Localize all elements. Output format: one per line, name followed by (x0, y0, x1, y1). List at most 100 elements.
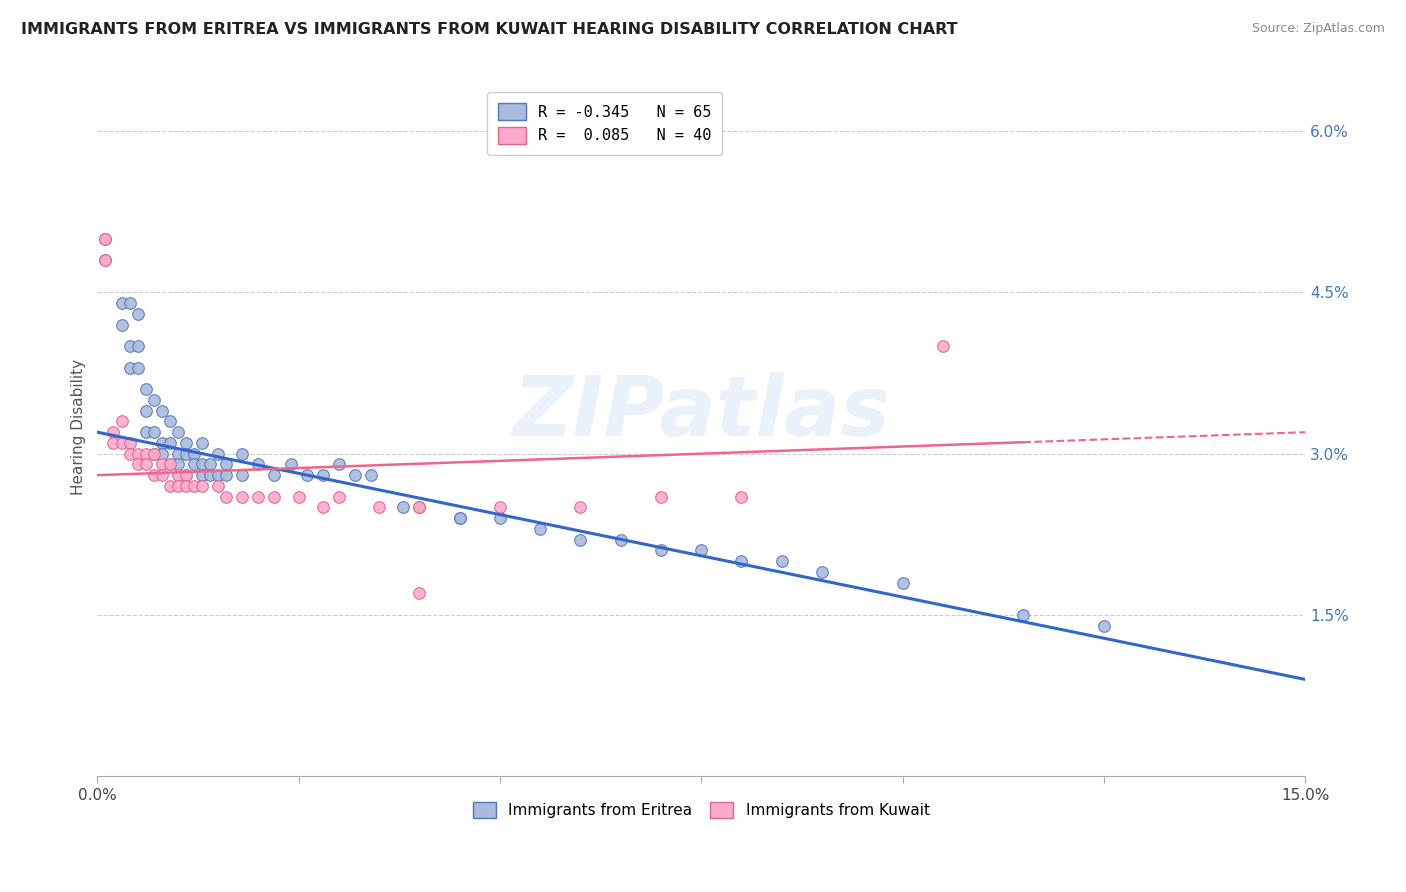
Point (150, 436, 173, 450)
Point (135, 382, 157, 396)
Point (932, 339, 955, 353)
Point (569, 500, 592, 515)
Point (690, 543, 713, 558)
Point (167, 458, 190, 472)
Point (1092, 618, 1115, 632)
Point (110, 318, 132, 332)
Point (142, 392, 165, 407)
Point (110, 296, 132, 310)
Point (191, 468, 214, 483)
Point (207, 447, 229, 461)
Point (408, 586, 430, 600)
Point (142, 425, 165, 440)
Point (312, 500, 335, 515)
Point (174, 468, 197, 483)
Point (135, 447, 157, 461)
Point (159, 458, 181, 472)
Point (159, 436, 181, 450)
Point (343, 468, 366, 483)
Point (198, 468, 221, 483)
Legend: Immigrants from Eritrea, Immigrants from Kuwait: Immigrants from Eritrea, Immigrants from… (467, 797, 936, 824)
Point (110, 414, 132, 428)
Point (287, 490, 309, 504)
Point (263, 490, 285, 504)
Point (167, 425, 190, 440)
Point (118, 447, 141, 461)
Point (183, 479, 205, 493)
Point (135, 403, 157, 417)
Point (142, 468, 165, 483)
Point (118, 296, 141, 310)
Point (142, 447, 165, 461)
Point (191, 458, 214, 472)
Point (609, 533, 631, 547)
Point (231, 447, 253, 461)
Text: IMMIGRANTS FROM ERITREA VS IMMIGRANTS FROM KUWAIT HEARING DISABILITY CORRELATION: IMMIGRANTS FROM ERITREA VS IMMIGRANTS FR… (21, 22, 957, 37)
Point (118, 436, 141, 450)
Point (207, 479, 229, 493)
Point (247, 458, 270, 472)
Point (174, 479, 197, 493)
Point (183, 458, 205, 472)
Point (191, 436, 214, 450)
Point (263, 468, 285, 483)
Point (312, 468, 335, 483)
Point (247, 490, 270, 504)
Point (730, 490, 752, 504)
Point (811, 565, 834, 579)
Point (150, 468, 173, 483)
Point (94, 253, 117, 268)
Point (207, 468, 229, 483)
Point (167, 447, 190, 461)
Point (135, 458, 157, 472)
Point (449, 511, 471, 525)
Point (368, 500, 391, 515)
Point (142, 447, 165, 461)
Point (328, 490, 350, 504)
Point (328, 458, 350, 472)
Point (127, 447, 149, 461)
Point (150, 447, 173, 461)
Point (231, 468, 253, 483)
Point (215, 490, 238, 504)
Point (110, 436, 132, 450)
Point (489, 511, 512, 525)
Point (392, 500, 415, 515)
Point (127, 339, 149, 353)
Point (150, 458, 173, 472)
Point (174, 468, 197, 483)
Point (94, 232, 117, 246)
Point (569, 533, 592, 547)
Point (215, 458, 238, 472)
Point (891, 575, 914, 590)
Point (94, 253, 117, 268)
Text: ZIPatlas: ZIPatlas (512, 372, 890, 453)
Point (167, 479, 190, 493)
Point (127, 360, 149, 375)
Point (183, 447, 205, 461)
Point (135, 425, 157, 440)
Point (529, 522, 551, 536)
Y-axis label: Hearing Disability: Hearing Disability (72, 359, 86, 495)
Point (191, 479, 214, 493)
Point (360, 468, 382, 483)
Point (103, 436, 125, 450)
Point (94, 232, 117, 246)
Point (650, 490, 672, 504)
Point (174, 436, 197, 450)
Point (127, 307, 149, 321)
Point (150, 403, 173, 417)
Point (280, 458, 302, 472)
Point (167, 468, 190, 483)
Text: Source: ZipAtlas.com: Source: ZipAtlas.com (1251, 22, 1385, 36)
Point (295, 468, 318, 483)
Point (198, 458, 221, 472)
Point (127, 458, 149, 472)
Point (1012, 607, 1035, 622)
Point (408, 500, 430, 515)
Point (215, 468, 238, 483)
Point (650, 543, 672, 558)
Point (103, 425, 125, 440)
Point (159, 458, 181, 472)
Point (159, 479, 181, 493)
